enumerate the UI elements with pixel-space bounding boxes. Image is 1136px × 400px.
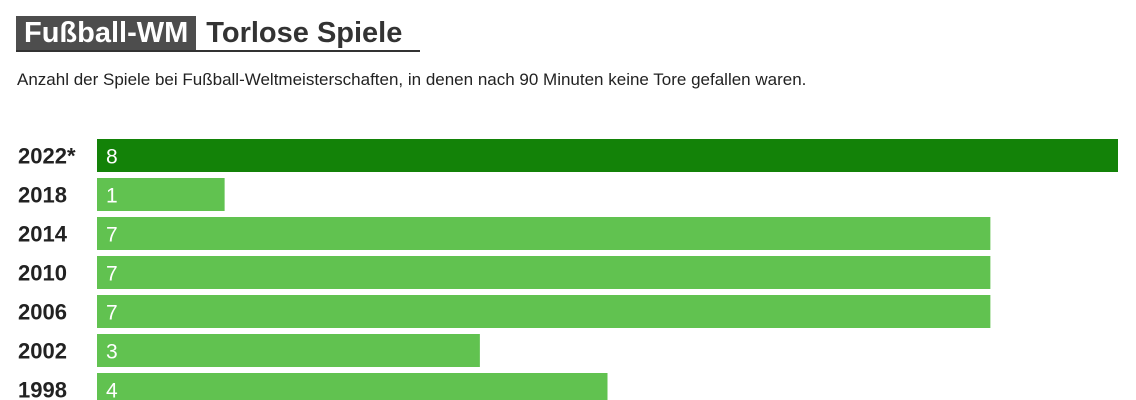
value-label: 7: [106, 224, 118, 247]
category-label: 2022*: [18, 144, 76, 169]
value-label: 4: [106, 380, 118, 400]
value-label: 3: [106, 341, 118, 364]
chart-header: Fußball-WM Torlose Spiele: [16, 16, 421, 52]
bar: [97, 217, 991, 250]
chart-title: Torlose Spiele: [206, 17, 403, 49]
bar: [97, 256, 991, 289]
category-label: 1998: [18, 378, 67, 400]
bar: [97, 178, 225, 211]
category-label: 2010: [18, 261, 67, 286]
bar: [97, 295, 991, 328]
bar: [97, 334, 480, 367]
value-label: 8: [106, 146, 118, 169]
category-label: 2014: [18, 222, 68, 247]
bar: [97, 373, 608, 400]
chart-subtitle: Anzahl der Spiele bei Fußball-Weltmeiste…: [17, 70, 807, 89]
category-label: 2018: [18, 183, 67, 208]
bar: [97, 139, 1118, 172]
value-label: 7: [106, 263, 118, 286]
value-label: 1: [106, 185, 118, 208]
value-label: 7: [106, 302, 118, 325]
chart-kicker: Fußball-WM: [16, 16, 197, 50]
category-label: 2002: [18, 339, 67, 364]
category-label: 2006: [18, 300, 67, 325]
